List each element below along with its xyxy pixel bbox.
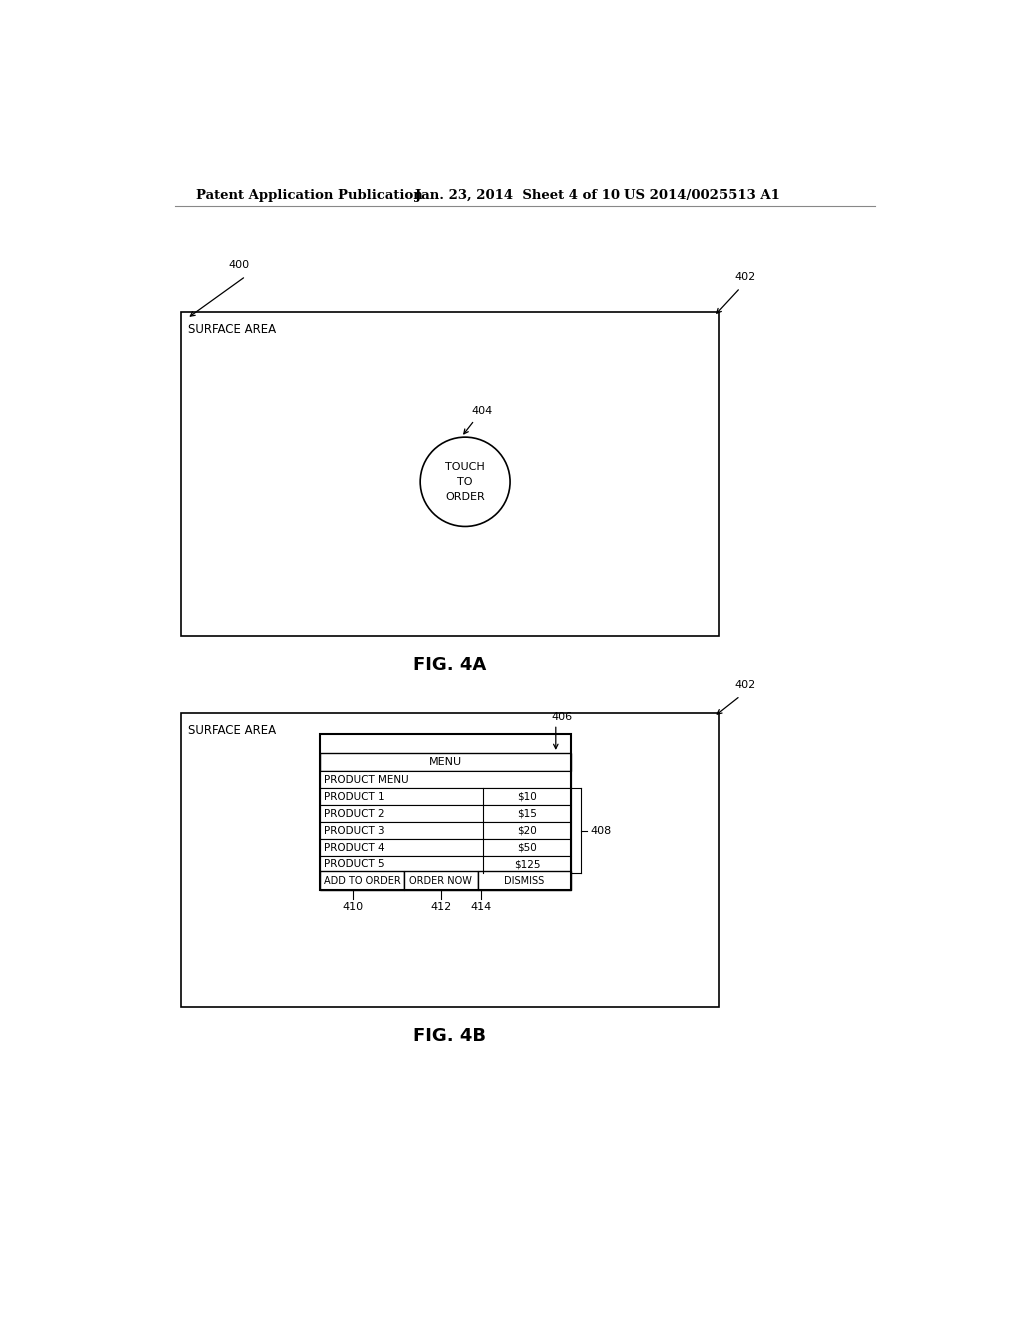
Text: Patent Application Publication: Patent Application Publication — [197, 189, 423, 202]
Text: $10: $10 — [517, 792, 537, 801]
Text: 410: 410 — [342, 903, 364, 912]
Bar — [321, 752, 571, 771]
Text: 414: 414 — [471, 903, 492, 912]
Text: ORDER NOW: ORDER NOW — [410, 875, 472, 886]
Bar — [321, 857, 571, 873]
Text: 404: 404 — [471, 405, 493, 416]
Bar — [477, 871, 571, 890]
Text: US 2014/0025513 A1: US 2014/0025513 A1 — [624, 189, 780, 202]
Text: MENU: MENU — [429, 758, 462, 767]
Text: PRODUCT MENU: PRODUCT MENU — [324, 775, 409, 785]
Bar — [321, 771, 571, 788]
Text: PRODUCT 3: PRODUCT 3 — [324, 825, 385, 836]
Bar — [403, 871, 477, 890]
Text: $125: $125 — [514, 859, 541, 870]
Text: Jan. 23, 2014  Sheet 4 of 10: Jan. 23, 2014 Sheet 4 of 10 — [415, 189, 620, 202]
Text: 412: 412 — [430, 903, 452, 912]
Text: 402: 402 — [734, 680, 756, 689]
Text: SURFACE AREA: SURFACE AREA — [188, 323, 276, 337]
Text: PRODUCT 4: PRODUCT 4 — [324, 842, 385, 853]
Text: FIG. 4A: FIG. 4A — [413, 656, 486, 675]
Text: DISMISS: DISMISS — [504, 875, 545, 886]
Text: 402: 402 — [734, 272, 756, 281]
Text: 400: 400 — [228, 260, 250, 271]
Text: $15: $15 — [517, 809, 537, 818]
Text: SURFACE AREA: SURFACE AREA — [188, 723, 276, 737]
Bar — [321, 734, 571, 890]
Bar — [321, 805, 571, 822]
Bar — [180, 713, 719, 1007]
Bar — [321, 840, 571, 857]
Bar — [321, 871, 403, 890]
Bar — [321, 822, 571, 840]
Text: 406: 406 — [552, 711, 573, 722]
Bar — [180, 313, 719, 636]
Circle shape — [420, 437, 510, 527]
Text: $20: $20 — [517, 825, 537, 836]
Text: ADD TO ORDER: ADD TO ORDER — [324, 875, 400, 886]
Bar — [321, 788, 571, 805]
Text: FIG. 4B: FIG. 4B — [413, 1027, 486, 1045]
Text: $50: $50 — [517, 842, 537, 853]
Text: TOUCH
TO
ORDER: TOUCH TO ORDER — [445, 462, 485, 502]
Text: 408: 408 — [591, 825, 612, 836]
Text: PRODUCT 1: PRODUCT 1 — [324, 792, 385, 801]
Text: PRODUCT 5: PRODUCT 5 — [324, 859, 385, 870]
Text: PRODUCT 2: PRODUCT 2 — [324, 809, 385, 818]
